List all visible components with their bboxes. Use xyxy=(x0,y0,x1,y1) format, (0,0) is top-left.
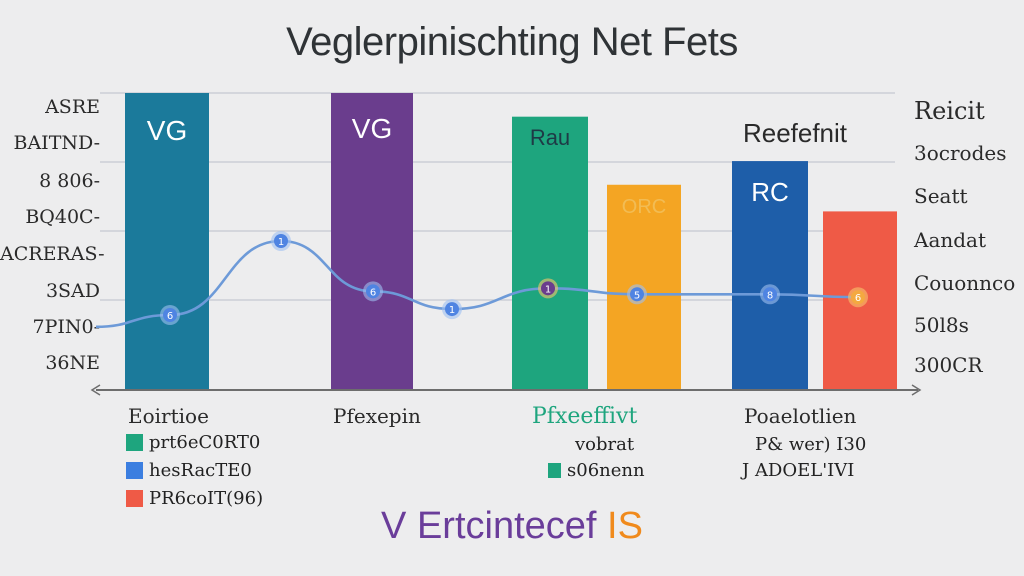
legend-label: hesRacTE0 xyxy=(149,460,252,481)
category-label: Pfxeeffivt xyxy=(532,404,638,429)
bar-label: ORC xyxy=(622,196,666,218)
y-tick-label-right: Aandat xyxy=(914,228,987,252)
footer-part-2: IS xyxy=(596,505,643,547)
data-point xyxy=(445,302,459,317)
y-tick-label: 36NE xyxy=(45,352,100,374)
category-label: Eoirtioe xyxy=(128,404,209,428)
data-point xyxy=(630,287,644,302)
category-label: Poaelotlien xyxy=(744,404,857,428)
legend-label: s06nenn xyxy=(567,460,645,481)
data-point xyxy=(763,287,777,302)
footer-caption: V Ertcintecef IS xyxy=(0,505,1024,548)
bar xyxy=(607,184,681,389)
y-tick-label: BQ40C- xyxy=(25,206,100,228)
bar-label: VG xyxy=(147,115,187,146)
legend-right-item: P& wer) I30 xyxy=(755,434,866,455)
point-label: 6 xyxy=(855,293,861,304)
legend-right-item: J ADOEL'IVI xyxy=(742,460,854,481)
bar-label: VG xyxy=(352,113,392,144)
y-tick-label: ACRERAS- xyxy=(0,243,105,265)
footer-part-1: V Ertcintecef xyxy=(381,505,597,547)
legend-left-item: prt6eC0RT0 xyxy=(126,432,260,453)
bar-label: Rau xyxy=(530,125,570,150)
point-label: 8 xyxy=(767,290,773,301)
y-tick-label: 3SAD xyxy=(45,280,100,302)
bar-label: RC xyxy=(751,177,789,207)
y-tick-label: BAITND- xyxy=(13,132,101,154)
data-point xyxy=(851,290,865,305)
bar xyxy=(331,93,413,389)
annotation-label: Reefefnit xyxy=(743,118,848,148)
point-label: 6 xyxy=(370,287,376,298)
point-label: 1 xyxy=(278,237,284,248)
data-point xyxy=(274,234,288,248)
y-tick-label-right: Couonnco xyxy=(914,271,1016,295)
axis-arrow-left xyxy=(90,384,101,396)
y-tick-label-right: Seatt xyxy=(914,184,968,208)
y-tick-label: 8 806- xyxy=(39,170,100,192)
point-label: 1 xyxy=(545,284,551,295)
legend-mid-item: s06nenn xyxy=(548,460,645,481)
y-tick-label: ASRE xyxy=(45,96,100,118)
y-tick-label-right: 50l8s xyxy=(914,313,969,337)
legend-label: vobrat xyxy=(575,434,635,455)
legend-swatch xyxy=(126,462,143,479)
category-label: Pfexepin xyxy=(333,404,421,428)
data-point xyxy=(366,284,380,299)
data-point xyxy=(163,308,177,322)
legend-label: prt6eC0RT0 xyxy=(149,432,261,453)
bar xyxy=(125,93,209,389)
point-label: 5 xyxy=(634,290,640,301)
chart-title: Veglerpinischting Net Fets xyxy=(286,20,738,64)
point-label: 1 xyxy=(449,305,455,316)
legend-left-item: PR6coIT(96) xyxy=(126,488,263,509)
y-tick-label-right: 300CR xyxy=(914,353,983,377)
bar xyxy=(732,161,808,389)
y-tick-label-right: Reicit xyxy=(914,97,985,125)
y-tick-label-right: 3ocrodes xyxy=(914,141,1007,165)
point-label: 6 xyxy=(167,311,173,322)
axis-arrow-right xyxy=(911,384,922,396)
legend-label: J ADOEL'IVI xyxy=(742,460,855,481)
y-tick-label: 7PIN0- xyxy=(32,316,100,338)
legend-swatch xyxy=(548,463,561,478)
bar xyxy=(512,116,588,390)
legend-label: P& wer) I30 xyxy=(755,434,867,455)
legend-label: PR6coIT(96) xyxy=(149,488,264,509)
legend-swatch xyxy=(126,434,143,451)
data-point xyxy=(541,281,555,296)
legend-mid-item: vobrat xyxy=(575,434,634,455)
legend-left-item: hesRacTE0 xyxy=(126,460,252,481)
legend-swatch xyxy=(126,490,143,507)
